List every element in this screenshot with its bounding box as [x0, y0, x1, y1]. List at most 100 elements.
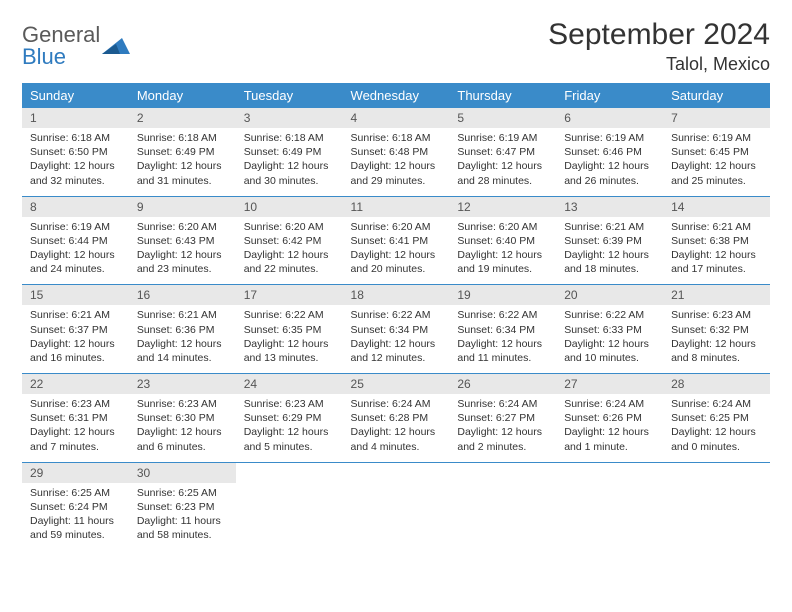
location: Talol, Mexico: [548, 54, 770, 75]
calendar-cell: 27Sunrise: 6:24 AMSunset: 6:26 PMDayligh…: [556, 374, 663, 463]
day-info: Sunrise: 6:20 AMSunset: 6:43 PMDaylight:…: [129, 217, 236, 285]
day-info: Sunrise: 6:23 AMSunset: 6:31 PMDaylight:…: [22, 394, 129, 462]
day-number: 29: [22, 463, 129, 483]
weekday-header: Thursday: [449, 83, 556, 108]
calendar-cell: 4Sunrise: 6:18 AMSunset: 6:48 PMDaylight…: [343, 108, 450, 196]
calendar-cell: 18Sunrise: 6:22 AMSunset: 6:34 PMDayligh…: [343, 285, 450, 374]
day-info: Sunrise: 6:19 AMSunset: 6:47 PMDaylight:…: [449, 128, 556, 196]
day-number: 19: [449, 285, 556, 305]
calendar-cell: 3Sunrise: 6:18 AMSunset: 6:49 PMDaylight…: [236, 108, 343, 196]
calendar-cell: 13Sunrise: 6:21 AMSunset: 6:39 PMDayligh…: [556, 196, 663, 285]
day-number: 28: [663, 374, 770, 394]
calendar-cell: 21Sunrise: 6:23 AMSunset: 6:32 PMDayligh…: [663, 285, 770, 374]
day-number: 5: [449, 108, 556, 128]
calendar-cell: 7Sunrise: 6:19 AMSunset: 6:45 PMDaylight…: [663, 108, 770, 196]
calendar-cell: 30Sunrise: 6:25 AMSunset: 6:23 PMDayligh…: [129, 462, 236, 550]
day-number: 23: [129, 374, 236, 394]
day-info: Sunrise: 6:18 AMSunset: 6:50 PMDaylight:…: [22, 128, 129, 196]
day-info: Sunrise: 6:21 AMSunset: 6:39 PMDaylight:…: [556, 217, 663, 285]
month-title: September 2024: [548, 18, 770, 52]
calendar-cell: 2Sunrise: 6:18 AMSunset: 6:49 PMDaylight…: [129, 108, 236, 196]
day-info: Sunrise: 6:22 AMSunset: 6:34 PMDaylight:…: [343, 305, 450, 373]
day-number: 4: [343, 108, 450, 128]
day-info: Sunrise: 6:20 AMSunset: 6:41 PMDaylight:…: [343, 217, 450, 285]
calendar-table: Sunday Monday Tuesday Wednesday Thursday…: [22, 83, 770, 550]
calendar-cell: 22Sunrise: 6:23 AMSunset: 6:31 PMDayligh…: [22, 374, 129, 463]
logo-text: General Blue: [22, 24, 100, 68]
day-number: 11: [343, 197, 450, 217]
calendar-cell: 1Sunrise: 6:18 AMSunset: 6:50 PMDaylight…: [22, 108, 129, 196]
day-info: Sunrise: 6:22 AMSunset: 6:34 PMDaylight:…: [449, 305, 556, 373]
day-number: 8: [22, 197, 129, 217]
calendar-cell: 10Sunrise: 6:20 AMSunset: 6:42 PMDayligh…: [236, 196, 343, 285]
day-info: Sunrise: 6:22 AMSunset: 6:35 PMDaylight:…: [236, 305, 343, 373]
day-info: Sunrise: 6:22 AMSunset: 6:33 PMDaylight:…: [556, 305, 663, 373]
calendar-cell: 23Sunrise: 6:23 AMSunset: 6:30 PMDayligh…: [129, 374, 236, 463]
day-info: Sunrise: 6:23 AMSunset: 6:29 PMDaylight:…: [236, 394, 343, 462]
page-header: General Blue September 2024 Talol, Mexic…: [22, 18, 770, 75]
calendar-cell: ..: [236, 462, 343, 550]
calendar-week-row: 15Sunrise: 6:21 AMSunset: 6:37 PMDayligh…: [22, 285, 770, 374]
calendar-cell: 15Sunrise: 6:21 AMSunset: 6:37 PMDayligh…: [22, 285, 129, 374]
day-number: 3: [236, 108, 343, 128]
weekday-header: Saturday: [663, 83, 770, 108]
day-info: Sunrise: 6:23 AMSunset: 6:30 PMDaylight:…: [129, 394, 236, 462]
weekday-header: Sunday: [22, 83, 129, 108]
day-info: Sunrise: 6:21 AMSunset: 6:36 PMDaylight:…: [129, 305, 236, 373]
calendar-cell: 11Sunrise: 6:20 AMSunset: 6:41 PMDayligh…: [343, 196, 450, 285]
day-number: 2: [129, 108, 236, 128]
weekday-header: Wednesday: [343, 83, 450, 108]
day-number: 30: [129, 463, 236, 483]
day-info: Sunrise: 6:24 AMSunset: 6:27 PMDaylight:…: [449, 394, 556, 462]
day-number: 7: [663, 108, 770, 128]
day-number: 15: [22, 285, 129, 305]
day-info: Sunrise: 6:24 AMSunset: 6:25 PMDaylight:…: [663, 394, 770, 462]
title-block: September 2024 Talol, Mexico: [548, 18, 770, 75]
logo-word-blue: Blue: [22, 44, 66, 69]
weekday-header: Tuesday: [236, 83, 343, 108]
day-number: 16: [129, 285, 236, 305]
day-number: 26: [449, 374, 556, 394]
calendar-cell: 6Sunrise: 6:19 AMSunset: 6:46 PMDaylight…: [556, 108, 663, 196]
calendar-cell: ..: [663, 462, 770, 550]
calendar-cell: 25Sunrise: 6:24 AMSunset: 6:28 PMDayligh…: [343, 374, 450, 463]
calendar-cell: 20Sunrise: 6:22 AMSunset: 6:33 PMDayligh…: [556, 285, 663, 374]
day-info: Sunrise: 6:20 AMSunset: 6:42 PMDaylight:…: [236, 217, 343, 285]
day-info: Sunrise: 6:24 AMSunset: 6:28 PMDaylight:…: [343, 394, 450, 462]
day-info: Sunrise: 6:18 AMSunset: 6:48 PMDaylight:…: [343, 128, 450, 196]
day-number: 13: [556, 197, 663, 217]
day-number: 9: [129, 197, 236, 217]
calendar-cell: 24Sunrise: 6:23 AMSunset: 6:29 PMDayligh…: [236, 374, 343, 463]
day-info: Sunrise: 6:21 AMSunset: 6:37 PMDaylight:…: [22, 305, 129, 373]
weekday-header: Friday: [556, 83, 663, 108]
day-info: Sunrise: 6:20 AMSunset: 6:40 PMDaylight:…: [449, 217, 556, 285]
calendar-cell: 8Sunrise: 6:19 AMSunset: 6:44 PMDaylight…: [22, 196, 129, 285]
calendar-cell: 26Sunrise: 6:24 AMSunset: 6:27 PMDayligh…: [449, 374, 556, 463]
day-info: Sunrise: 6:23 AMSunset: 6:32 PMDaylight:…: [663, 305, 770, 373]
calendar-cell: 17Sunrise: 6:22 AMSunset: 6:35 PMDayligh…: [236, 285, 343, 374]
day-info: Sunrise: 6:25 AMSunset: 6:23 PMDaylight:…: [129, 483, 236, 551]
calendar-cell: 12Sunrise: 6:20 AMSunset: 6:40 PMDayligh…: [449, 196, 556, 285]
calendar-cell: 16Sunrise: 6:21 AMSunset: 6:36 PMDayligh…: [129, 285, 236, 374]
calendar-week-row: 22Sunrise: 6:23 AMSunset: 6:31 PMDayligh…: [22, 374, 770, 463]
logo-triangle-icon: [102, 36, 130, 56]
day-info: Sunrise: 6:25 AMSunset: 6:24 PMDaylight:…: [22, 483, 129, 551]
day-number: 14: [663, 197, 770, 217]
calendar-week-row: 8Sunrise: 6:19 AMSunset: 6:44 PMDaylight…: [22, 196, 770, 285]
calendar-cell: 19Sunrise: 6:22 AMSunset: 6:34 PMDayligh…: [449, 285, 556, 374]
calendar-cell: ..: [343, 462, 450, 550]
calendar-week-row: 1Sunrise: 6:18 AMSunset: 6:50 PMDaylight…: [22, 108, 770, 196]
day-info: Sunrise: 6:21 AMSunset: 6:38 PMDaylight:…: [663, 217, 770, 285]
day-number: 22: [22, 374, 129, 394]
calendar-cell: 14Sunrise: 6:21 AMSunset: 6:38 PMDayligh…: [663, 196, 770, 285]
day-number: 12: [449, 197, 556, 217]
day-number: 6: [556, 108, 663, 128]
day-number: 1: [22, 108, 129, 128]
calendar-cell: ..: [556, 462, 663, 550]
day-number: 20: [556, 285, 663, 305]
calendar-cell: 9Sunrise: 6:20 AMSunset: 6:43 PMDaylight…: [129, 196, 236, 285]
day-info: Sunrise: 6:18 AMSunset: 6:49 PMDaylight:…: [129, 128, 236, 196]
calendar-cell: 28Sunrise: 6:24 AMSunset: 6:25 PMDayligh…: [663, 374, 770, 463]
day-number: 25: [343, 374, 450, 394]
day-info: Sunrise: 6:19 AMSunset: 6:44 PMDaylight:…: [22, 217, 129, 285]
